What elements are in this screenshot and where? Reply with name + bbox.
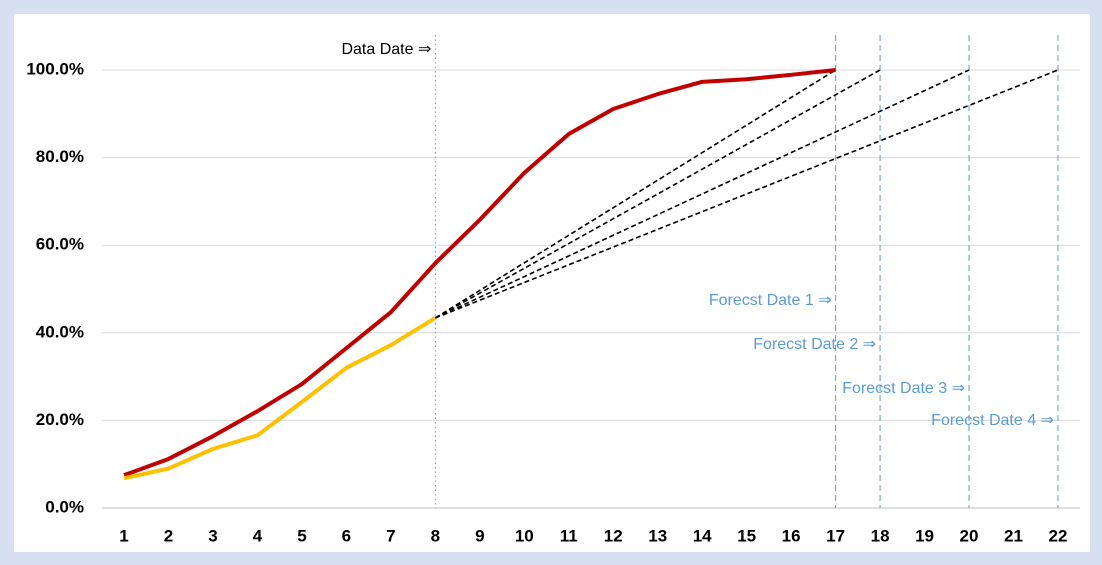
data-date-label: Data Date ⇒ xyxy=(341,41,431,58)
y-tick-label: 20.0% xyxy=(36,410,84,429)
x-tick-label: 8 xyxy=(431,526,440,545)
x-tick-label: 20 xyxy=(960,526,979,545)
x-tick-label: 7 xyxy=(386,526,395,545)
y-tick-label: 60.0% xyxy=(36,235,84,254)
x-tick-label: 22 xyxy=(1049,526,1068,545)
forecast-label: Forecst Date 2 ⇒ xyxy=(753,336,876,353)
x-tick-label: 3 xyxy=(208,526,217,545)
x-tick-label: 18 xyxy=(871,526,890,545)
y-tick-label: 100.0% xyxy=(26,59,84,78)
forecast-line xyxy=(434,69,837,319)
x-tick-label: 9 xyxy=(475,526,484,545)
x-tick-label: 17 xyxy=(826,526,845,545)
forecast-label: Forecst Date 3 ⇒ xyxy=(842,380,965,397)
forecast-line xyxy=(435,69,970,319)
x-tick-label: 2 xyxy=(164,526,173,545)
series-line xyxy=(123,68,836,478)
y-tick-label: 40.0% xyxy=(36,322,84,341)
x-tick-label: 5 xyxy=(297,526,306,545)
plot-area xyxy=(14,14,1090,552)
x-tick-label: 6 xyxy=(342,526,351,545)
x-tick-label: 21 xyxy=(1004,526,1023,545)
forecast-label: Forecst Date 1 ⇒ xyxy=(709,292,832,309)
y-tick-label: 0.0% xyxy=(45,497,84,516)
x-tick-label: 1 xyxy=(119,526,128,545)
x-tick-label: 19 xyxy=(915,526,934,545)
forecast-label: Forecst Date 4 ⇒ xyxy=(931,412,1054,429)
x-tick-label: 10 xyxy=(515,526,534,545)
x-tick-label: 14 xyxy=(693,526,712,545)
x-tick-label: 15 xyxy=(737,526,756,545)
x-tick-label: 12 xyxy=(604,526,623,545)
x-tick-label: 4 xyxy=(253,526,263,545)
x-tick-label: 11 xyxy=(560,526,578,545)
x-tick-label: 16 xyxy=(782,526,801,545)
series-line xyxy=(123,316,437,481)
forecast-line xyxy=(434,69,881,319)
x-tick-label: 13 xyxy=(648,526,667,545)
y-tick-label: 80.0% xyxy=(36,147,84,166)
